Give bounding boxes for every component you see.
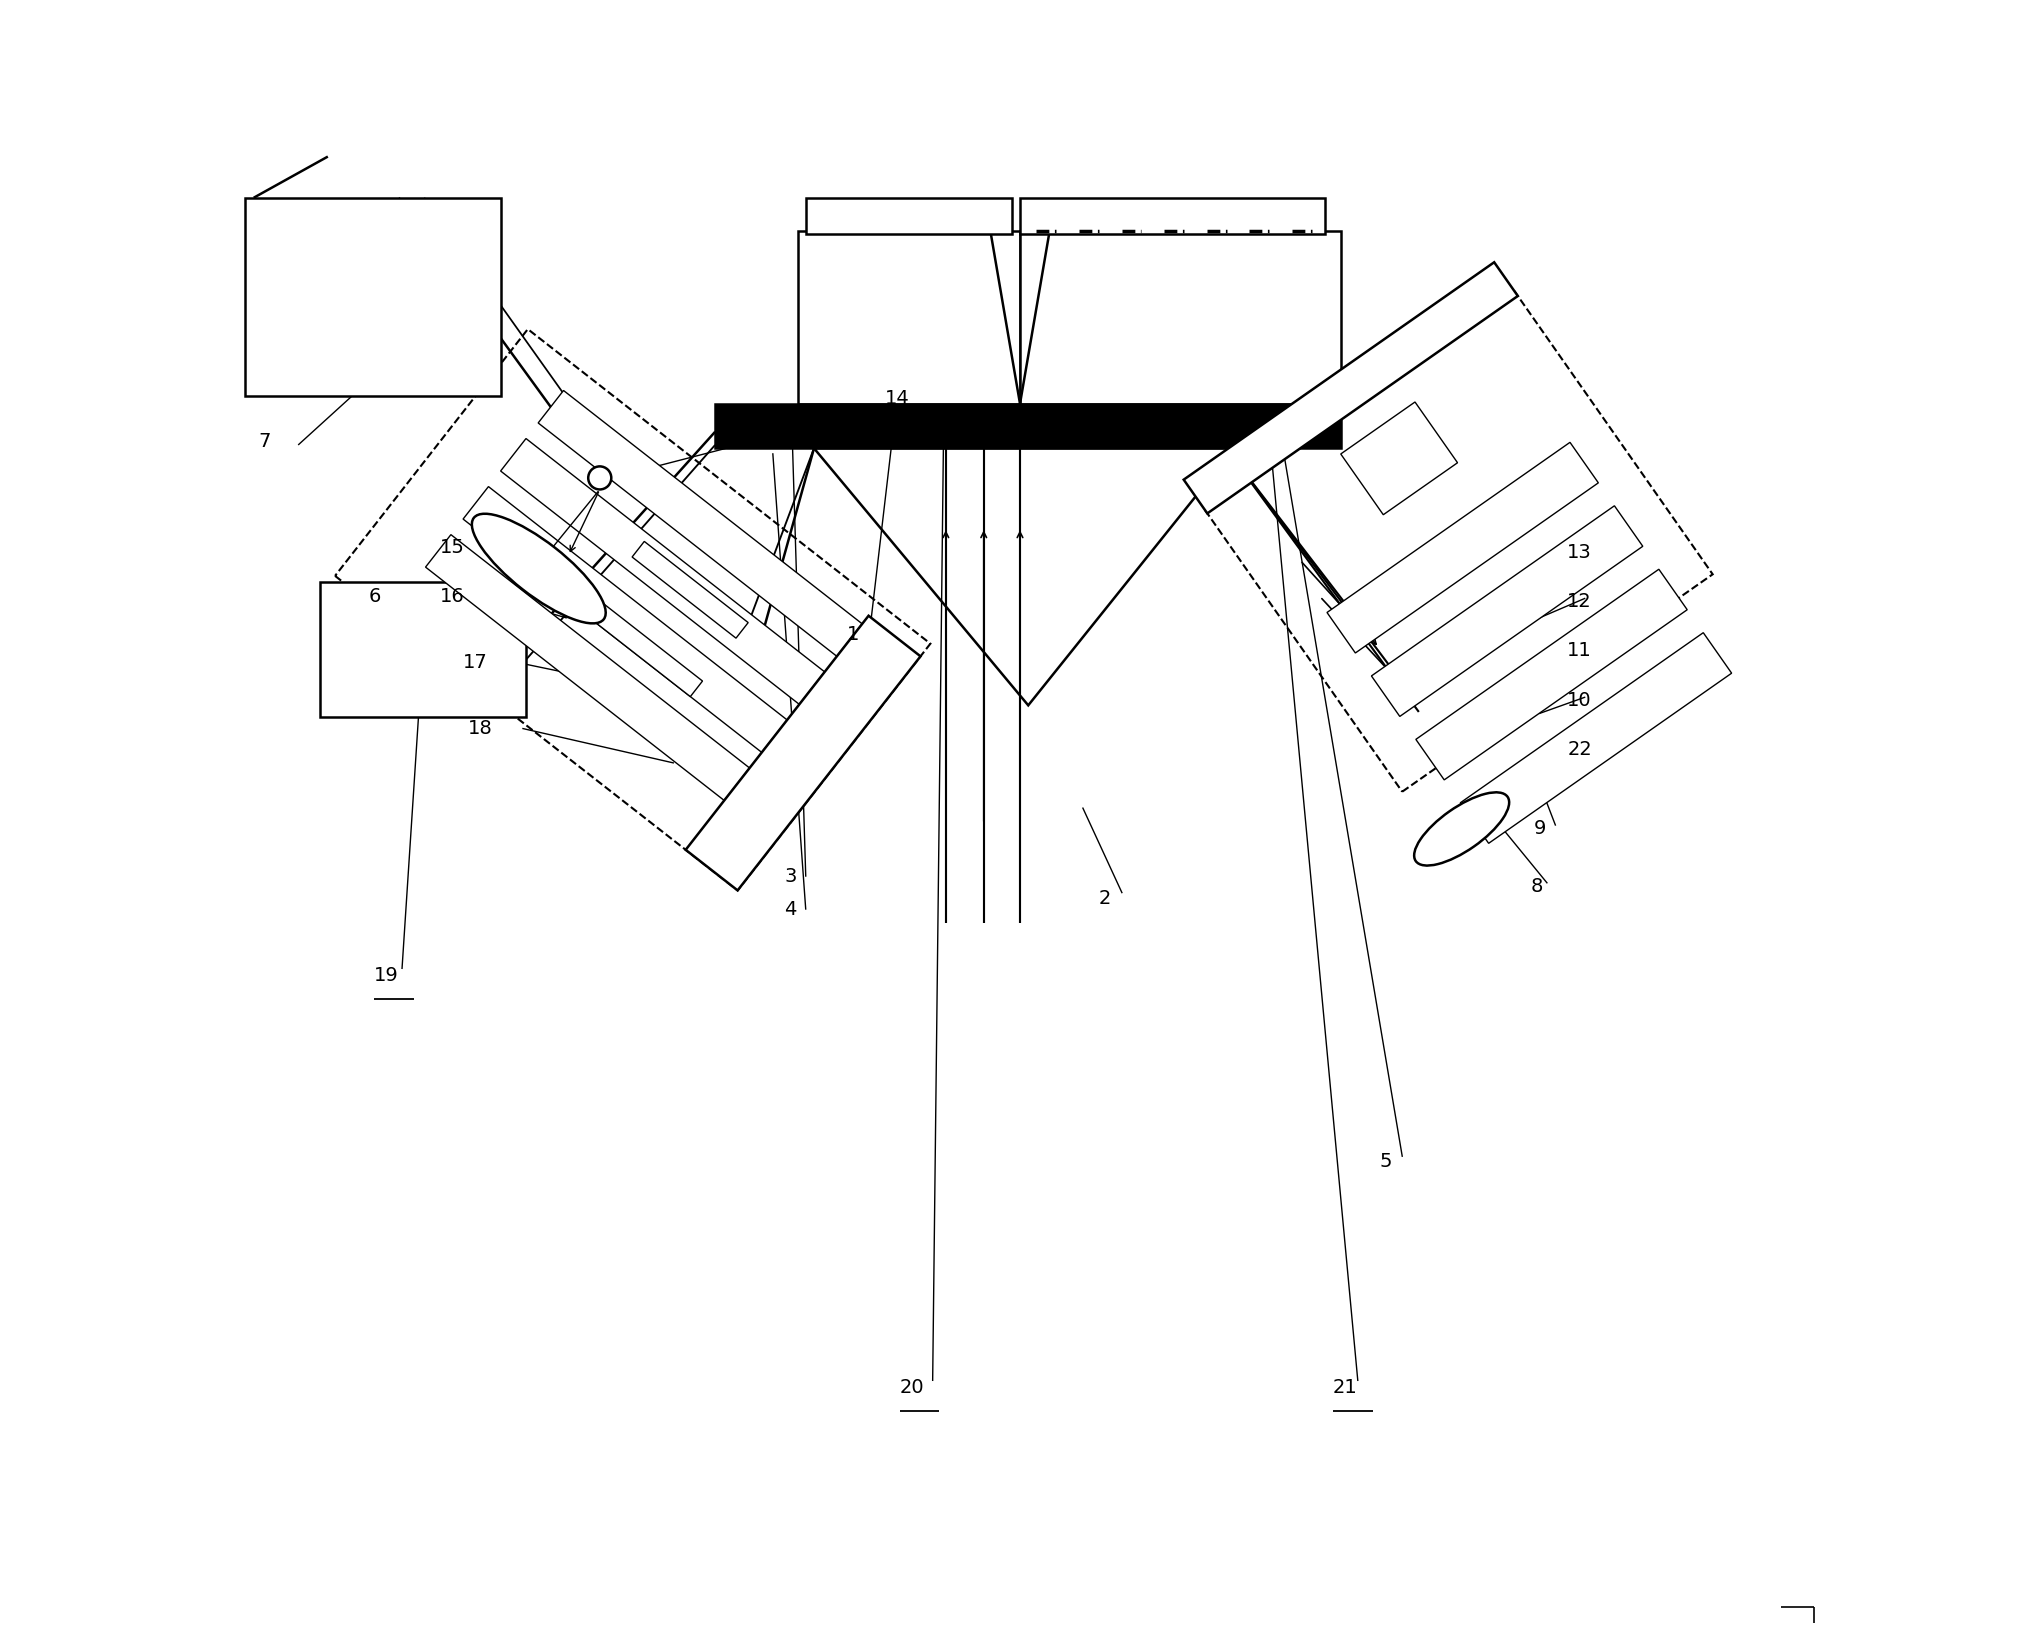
Bar (1020, 198, 1323, 234)
Text: 1: 1 (846, 625, 858, 644)
Bar (805, 198, 1011, 234)
Text: 16: 16 (440, 587, 465, 606)
Bar (1340, 402, 1456, 514)
Bar (716, 404, 1342, 448)
Text: 21: 21 (1331, 1378, 1358, 1398)
Text: 9: 9 (1533, 819, 1546, 839)
Bar (1460, 633, 1731, 844)
Bar (500, 438, 824, 704)
Text: 12: 12 (1566, 592, 1590, 611)
Bar (245, 198, 502, 396)
Text: 2: 2 (1099, 888, 1111, 908)
Text: 6: 6 (369, 587, 381, 606)
Text: 13: 13 (1566, 542, 1590, 562)
Text: 7: 7 (259, 432, 271, 452)
Bar (1020, 231, 1342, 404)
Bar (334, 330, 930, 890)
Text: 4: 4 (783, 900, 797, 920)
Text: 22: 22 (1566, 740, 1590, 760)
Text: 15: 15 (440, 537, 465, 557)
Ellipse shape (471, 514, 606, 623)
Text: 5: 5 (1378, 1152, 1391, 1172)
Bar (685, 616, 920, 890)
Bar (632, 542, 748, 638)
Text: 11: 11 (1566, 641, 1590, 661)
Bar (1325, 442, 1599, 653)
Bar (1203, 292, 1713, 791)
Text: 14: 14 (885, 389, 909, 409)
Text: 8: 8 (1529, 877, 1541, 897)
Bar (797, 231, 1020, 404)
Circle shape (587, 466, 612, 489)
Ellipse shape (1413, 793, 1509, 865)
Text: 18: 18 (467, 719, 493, 738)
Text: 17: 17 (463, 653, 487, 672)
Text: 10: 10 (1566, 691, 1590, 710)
Bar (1370, 506, 1641, 717)
Bar (426, 534, 748, 801)
Text: 19: 19 (373, 966, 398, 986)
Bar (320, 582, 526, 717)
Bar (1183, 262, 1517, 514)
Bar (1415, 569, 1686, 780)
Bar (463, 486, 787, 753)
Bar (538, 391, 862, 656)
Text: 3: 3 (783, 867, 797, 887)
Bar (585, 600, 701, 697)
Text: 20: 20 (899, 1378, 924, 1398)
